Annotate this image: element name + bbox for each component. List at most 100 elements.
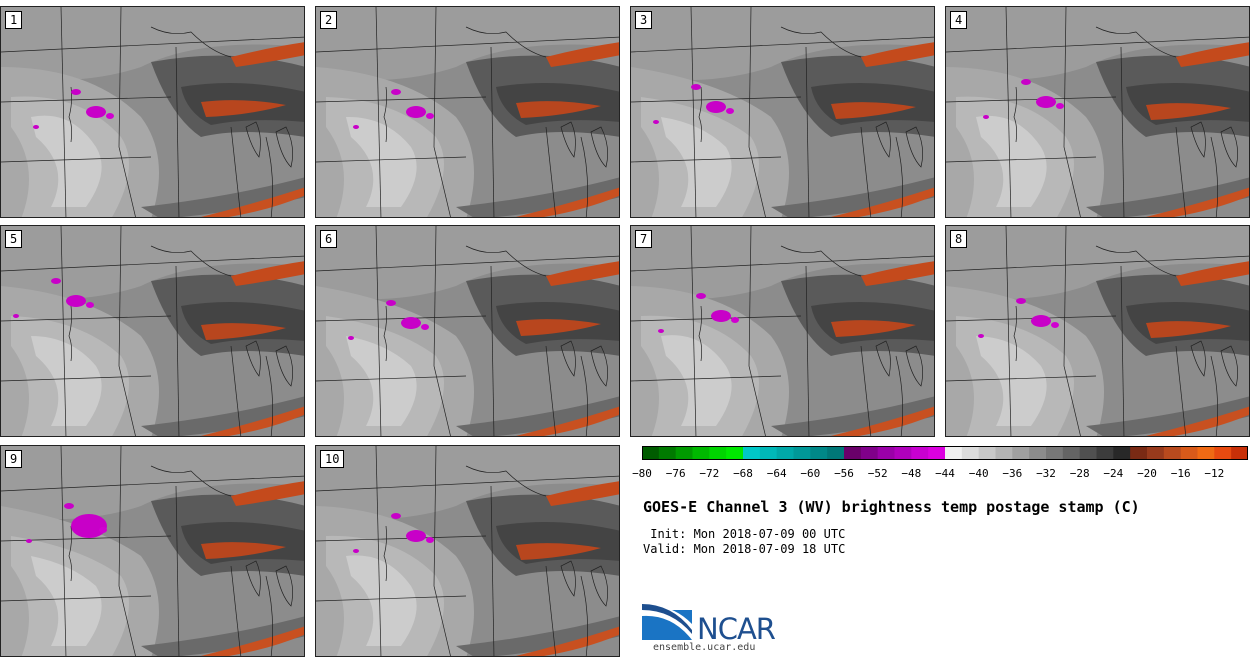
postage-stamp-panel: 8 [945, 225, 1250, 437]
colorbar-swatch [793, 446, 811, 460]
ncar-logo-icon [642, 604, 692, 640]
ncar-logo-text: NCAR [697, 612, 776, 646]
colorbar-swatch [1197, 446, 1215, 460]
member-label: 2 [320, 11, 338, 29]
source-url: ensemble.ucar.edu [653, 642, 756, 653]
cold-cloud-top [653, 84, 734, 124]
colorbar-tick-label: −52 [867, 467, 888, 480]
colorbar-swatch [860, 446, 879, 460]
water-vapor-field [946, 7, 1249, 217]
colorbar-swatch [894, 446, 912, 460]
colorbar-swatch [1214, 446, 1232, 460]
colorbar-swatch [743, 446, 761, 460]
cold-cloud-top [33, 89, 114, 129]
colorbar-tick-label: −12 [1204, 467, 1225, 480]
postage-stamp-panel: 3 [630, 6, 935, 218]
water-vapor-field [316, 226, 619, 436]
member-label: 1 [5, 11, 23, 29]
cold-cloud-top [353, 89, 434, 129]
postage-stamp-panel: 6 [315, 225, 620, 437]
colorbar-swatch [1046, 446, 1064, 460]
colorbar-swatch [844, 446, 862, 460]
colorbar-swatch [1029, 446, 1047, 460]
colorbar-tick-label: −16 [1170, 467, 1191, 480]
colorbar-swatch [1180, 446, 1198, 460]
cold-cloud-top [353, 513, 434, 553]
member-label: 9 [5, 450, 23, 468]
postage-stamp-panel: 9 [0, 445, 305, 657]
colorbar-swatch [1096, 446, 1114, 460]
colorbar-swatch [642, 446, 660, 460]
water-vapor-field [631, 226, 934, 436]
colorbar-tick-label: −56 [834, 467, 854, 480]
colorbar-swatch [776, 446, 794, 460]
figure-title: GOES-E Channel 3 (WV) brightness temp po… [643, 498, 1140, 516]
postage-stamp-panel: 1 [0, 6, 305, 218]
colorbar-swatch [1147, 446, 1165, 460]
colorbar-swatch [1062, 446, 1081, 460]
colorbar-tick-label: −64 [766, 467, 787, 480]
colorbar-frame [642, 446, 1248, 460]
colorbar-swatch [995, 446, 1013, 460]
water-vapor-field [1, 7, 304, 217]
colorbar-tick-label: −44 [935, 467, 955, 480]
colorbar-swatch [1079, 446, 1097, 460]
colorbar-tick-label: −72 [699, 467, 720, 480]
colorbar-swatch [726, 446, 744, 460]
colorbar-tick-label: −80 [632, 467, 652, 480]
member-label: 10 [320, 450, 345, 468]
member-label: 3 [635, 11, 653, 29]
colorbar-swatch [1231, 446, 1248, 460]
colorbar-swatch [658, 446, 677, 460]
colorbar-swatch [945, 446, 963, 460]
colorbar-swatch [928, 446, 946, 460]
cold-cloud-top [26, 503, 107, 543]
colorbar-tick-label: −60 [800, 467, 821, 480]
cold-cloud-top [658, 293, 739, 333]
colorbar-tick-label: −40 [968, 467, 989, 480]
colorbar-tick-label: −48 [901, 467, 922, 480]
colorbar-swatch [827, 446, 845, 460]
water-vapor-field [316, 446, 619, 656]
colorbar [642, 446, 1248, 460]
water-vapor-field [946, 226, 1249, 436]
postage-stamp-panel: 10 [315, 445, 620, 657]
water-vapor-field [631, 7, 934, 217]
colorbar-swatch [911, 446, 929, 460]
colorbar-swatch [810, 446, 828, 460]
water-vapor-field [1, 446, 304, 656]
valid-time: Valid: Mon 2018-07-09 18 UTC [643, 542, 846, 556]
cold-cloud-top [978, 298, 1059, 338]
colorbar-swatch [978, 446, 996, 460]
postage-stamp-panel: 7 [630, 225, 935, 437]
member-label: 8 [950, 230, 968, 248]
colorbar-swatch [1012, 446, 1030, 460]
colorbar-swatch [759, 446, 778, 460]
member-label: 6 [320, 230, 338, 248]
colorbar-swatch [1113, 446, 1131, 460]
colorbar-tick-label: −20 [1137, 467, 1157, 480]
init-time: Init: Mon 2018-07-09 00 UTC [643, 527, 846, 541]
cold-cloud-top [983, 79, 1064, 119]
member-label: 5 [5, 230, 23, 248]
colorbar-swatch [1130, 446, 1148, 460]
water-vapor-field [1, 226, 304, 436]
colorbar-swatch [709, 446, 727, 460]
postage-stamp-panel: 2 [315, 6, 620, 218]
member-label: 4 [950, 11, 968, 29]
colorbar-swatch [692, 446, 710, 460]
postage-stamp-panel: 5 [0, 225, 305, 437]
water-vapor-field [316, 7, 619, 217]
colorbar-swatch [675, 446, 693, 460]
member-label: 7 [635, 230, 653, 248]
colorbar-swatch [961, 446, 980, 460]
colorbar-tick-label: −24 [1103, 467, 1124, 480]
cold-cloud-top [13, 278, 94, 318]
postage-stamp-panel: 4 [945, 6, 1250, 218]
colorbar-swatch [877, 446, 895, 460]
colorbar-tick-label: −32 [1036, 467, 1056, 480]
colorbar-tick-label: −28 [1069, 467, 1090, 480]
colorbar-tick-label: −76 [665, 467, 686, 480]
colorbar-tick-label: −36 [1002, 467, 1023, 480]
colorbar-tick-label: −68 [733, 467, 753, 480]
